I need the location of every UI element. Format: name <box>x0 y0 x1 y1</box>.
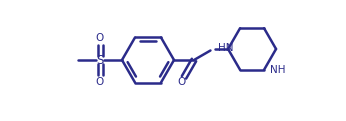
Text: HN: HN <box>218 43 234 53</box>
Text: O: O <box>96 33 104 43</box>
Text: O: O <box>96 77 104 87</box>
Text: NH: NH <box>270 65 285 75</box>
Text: S: S <box>96 53 104 67</box>
Text: O: O <box>177 77 185 87</box>
